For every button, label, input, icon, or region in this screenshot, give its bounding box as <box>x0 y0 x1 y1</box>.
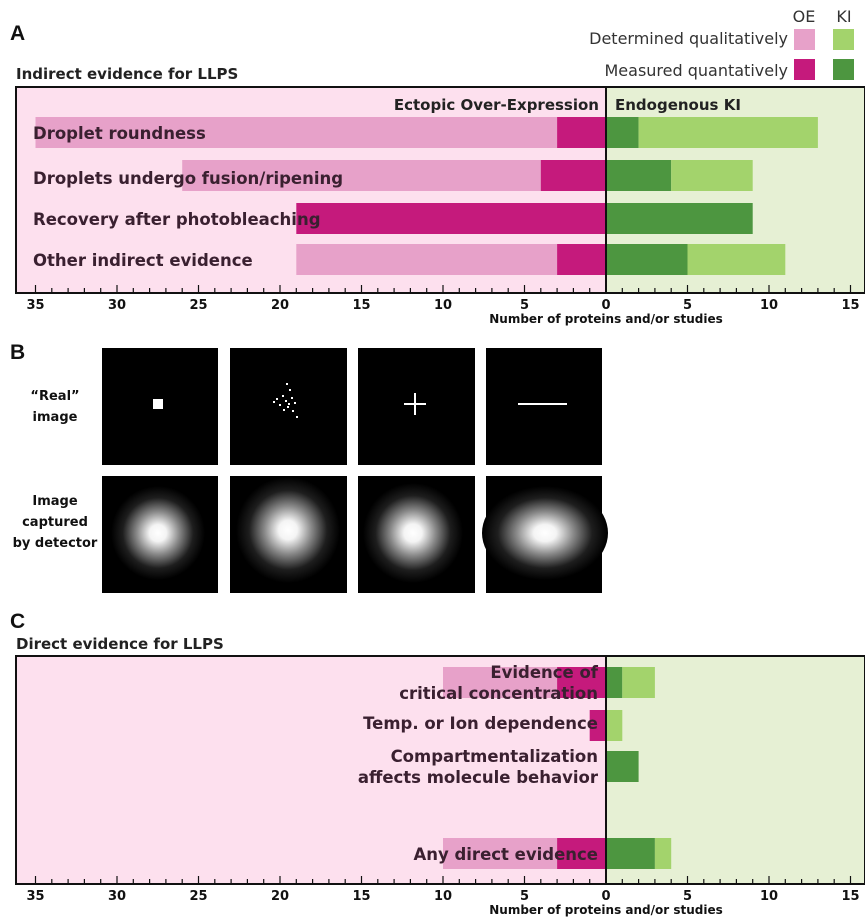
x-tick-label-oe-10: 10 <box>434 298 452 313</box>
real-image-line <box>486 348 602 465</box>
x-tick-label-oe-5: 5 <box>520 889 529 904</box>
captured-image-label-line3: by detector <box>13 536 98 551</box>
x-tick-label-oe-25: 25 <box>189 889 207 904</box>
x-tick-label-oe-0: 0 <box>601 889 610 904</box>
captured-image-dot <box>102 476 218 593</box>
bar-ki-qualitative-droplet-roundness <box>638 117 818 148</box>
bar-oe-qualitative-droplets-undergo-fusion-ripening <box>182 160 541 191</box>
panel-c-letter: C <box>10 610 25 633</box>
captured-image-scattered-points <box>230 476 347 593</box>
x-tick-label-oe-25: 25 <box>189 298 207 313</box>
x-tick-label-ki-5: 5 <box>683 298 692 313</box>
chart-a: Droplet roundness Droplets undergo fusion… <box>15 86 865 326</box>
bar-oe-quantitative-droplet-roundness <box>557 117 606 148</box>
real-image-dot <box>102 348 218 465</box>
category-label-recovery-after-photobleaching: Recovery after photobleaching <box>33 210 321 229</box>
x-axis-title: Number of proteins and/or studies <box>489 312 723 326</box>
x-axis-title: Number of proteins and/or studies <box>489 903 723 917</box>
panel-c-heading: Direct evidence for LLPS <box>16 635 224 653</box>
category-label-any-direct-evidence: Any direct evidence <box>413 845 598 864</box>
legend-qualitative-label: Determined qualitatively <box>589 29 788 48</box>
bar-ki-qualitative-droplets-undergo-fusion-ripening <box>671 160 753 191</box>
bar-ki-quantitative-compartmentalization-affects-molecule-behavior <box>606 751 639 782</box>
captured-image-line <box>482 476 608 593</box>
captured-images-row <box>102 476 608 593</box>
bar-oe-quantitative-temp-or-ion-dependence <box>589 710 606 741</box>
real-image-label-line1: “Real” <box>30 389 79 404</box>
legend-swatch-ki-quantitative <box>833 59 854 80</box>
bar-oe-qualitative-any-direct-evidence <box>443 838 558 869</box>
x-tick-label-oe-30: 30 <box>108 298 126 313</box>
x-tick-label-oe-15: 15 <box>352 889 370 904</box>
x-tick-label-ki-10: 10 <box>760 298 778 313</box>
x-tick-label-ki-10: 10 <box>760 889 778 904</box>
category-label-evidence-of-critical-concentration-line2: critical concentration <box>399 684 598 703</box>
legend: OE KI Determined qualitatively Measured … <box>589 7 854 80</box>
legend-ki-header: KI <box>836 7 851 26</box>
category-label-droplets-undergo-fusion-ripening: Droplets undergo fusion/ripening <box>33 169 343 188</box>
bar-ki-qualitative-any-direct-evidence <box>654 838 672 869</box>
category-label-temp-or-ion-dependence: Temp. or Ion dependence <box>363 714 598 733</box>
panel-b-letter: B <box>10 341 25 364</box>
captured-image-label-line1: Image <box>32 494 77 509</box>
oe-side-header: Ectopic Over-Expression <box>394 96 599 114</box>
x-tick-label-ki-5: 5 <box>683 889 692 904</box>
bar-ki-quantitative-droplet-roundness <box>606 117 639 148</box>
category-label-evidence-of-critical-concentration-line1: Evidence of <box>490 663 598 682</box>
bar-ki-quantitative-droplets-undergo-fusion-ripening <box>606 160 672 191</box>
bar-oe-qualitative-other-indirect-evidence <box>296 244 558 275</box>
plot-frame <box>15 86 865 294</box>
bar-ki-quantitative-other-indirect-evidence <box>606 244 688 275</box>
x-tick-label-oe-15: 15 <box>352 298 370 313</box>
bar-ki-quantitative-recovery-after-photobleaching <box>606 203 753 234</box>
x-tick-label-oe-0: 0 <box>601 298 610 313</box>
panel-b-row-labels: “Real” image Image captured by detector <box>13 389 98 551</box>
bar-ki-qualitative-temp-or-ion-dependence <box>606 710 623 741</box>
bar-oe-quantitative-droplets-undergo-fusion-ripening <box>540 160 606 191</box>
legend-quantitative-label: Measured quantatively <box>604 61 788 80</box>
category-label-other-indirect-evidence: Other indirect evidence <box>33 251 253 270</box>
panel-a-letter: A <box>10 22 25 45</box>
x-tick-label-oe-10: 10 <box>434 889 452 904</box>
bar-oe-quantitative-evidence-of-critical-concentration <box>557 667 606 698</box>
legend-swatch-oe-qualitative <box>794 29 815 50</box>
panel-a-heading: Indirect evidence for LLPS <box>16 65 238 83</box>
bar-oe-quantitative-other-indirect-evidence <box>557 244 606 275</box>
x-tick-label-oe-20: 20 <box>271 298 289 313</box>
bar-ki-quantitative-any-direct-evidence <box>606 838 655 869</box>
bar-ki-qualitative-other-indirect-evidence <box>687 244 786 275</box>
real-image-cross <box>358 348 475 465</box>
bar-oe-qualitative-droplet-roundness <box>35 117 558 148</box>
x-tick-label-oe-20: 20 <box>271 889 289 904</box>
legend-swatch-oe-quantitative <box>794 59 815 80</box>
plot-frame <box>15 655 865 885</box>
ki-side-header: Endogenous KI <box>615 96 741 114</box>
captured-image-cross <box>358 476 475 593</box>
x-tick-label-oe-30: 30 <box>108 889 126 904</box>
category-label-compartmentalization-affects-molecule-behavior-line2: affects molecule behavior <box>358 768 599 787</box>
bar-oe-qualitative-evidence-of-critical-concentration <box>443 667 558 698</box>
real-image-scattered-points <box>230 348 347 465</box>
real-images-row <box>102 348 602 465</box>
x-tick-label-oe-35: 35 <box>26 889 44 904</box>
x-tick-label-ki-15: 15 <box>841 889 859 904</box>
x-tick-label-oe-35: 35 <box>26 298 44 313</box>
bar-oe-quantitative-recovery-after-photobleaching <box>296 203 606 234</box>
legend-oe-header: OE <box>793 7 816 26</box>
bar-ki-qualitative-evidence-of-critical-concentration <box>622 667 655 698</box>
captured-image-label-line2: captured <box>22 515 88 530</box>
real-image-label-line2: image <box>33 410 78 425</box>
x-tick-label-oe-5: 5 <box>520 298 529 313</box>
legend-swatch-ki-qualitative <box>833 29 854 50</box>
bar-ki-quantitative-evidence-of-critical-concentration <box>606 667 623 698</box>
category-label-droplet-roundness: Droplet roundness <box>33 124 206 143</box>
chart-c: Evidence of critical concentration Temp. o… <box>15 655 865 917</box>
x-tick-label-ki-15: 15 <box>841 298 859 313</box>
bar-oe-quantitative-any-direct-evidence <box>557 838 606 869</box>
category-label-compartmentalization-affects-molecule-behavior-line1: Compartmentalization <box>391 747 598 766</box>
